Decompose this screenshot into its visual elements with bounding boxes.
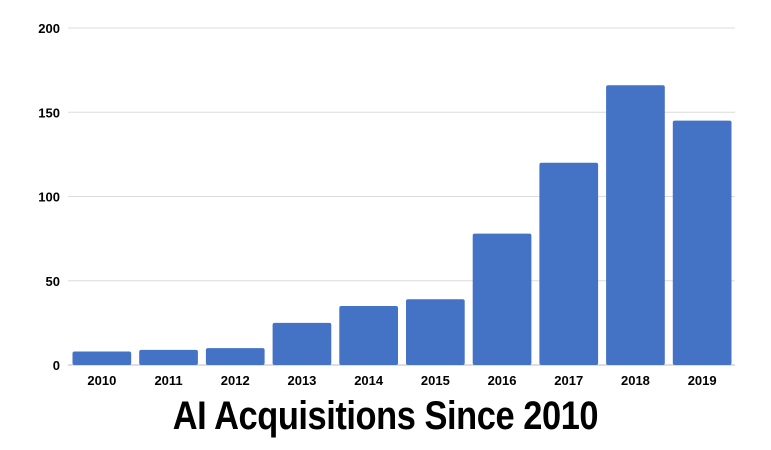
- bar-2014: [339, 306, 398, 365]
- y-tick-label: 100: [38, 190, 60, 205]
- bar-2015: [406, 299, 465, 365]
- bar-2013: [272, 322, 332, 365]
- bar-2011: [139, 349, 198, 365]
- y-tick-label: 0: [53, 358, 60, 373]
- x-tick-label: 2016: [488, 373, 517, 388]
- bar-2012: [205, 348, 265, 365]
- bar-2017: [539, 162, 599, 365]
- x-axis-ticks: 2010 2011 2012 2013 2014 2015 2016 2017 2018 2019: [87, 373, 716, 388]
- bar-2016: [472, 233, 532, 365]
- x-tick-label: 2012: [221, 373, 250, 388]
- bar-2019: [672, 120, 732, 365]
- bar-2010: [72, 351, 132, 365]
- chart-title: AI Acquisitions Since 2010: [172, 394, 599, 438]
- y-axis-ticks: 0 50 100 150 200: [38, 21, 60, 373]
- y-tick-label: 200: [38, 21, 60, 36]
- y-tick-label: 50: [46, 274, 60, 289]
- bar-2018: [606, 85, 665, 365]
- bars: [72, 85, 732, 365]
- x-tick-label: 2017: [554, 373, 583, 388]
- x-tick-label: 2010: [87, 373, 116, 388]
- x-tick-label: 2015: [421, 373, 450, 388]
- x-tick-label: 2014: [354, 373, 384, 388]
- x-tick-label: 2019: [688, 373, 717, 388]
- x-tick-label: 2011: [154, 373, 182, 388]
- y-tick-label: 150: [38, 105, 60, 120]
- x-tick-label: 2018: [621, 373, 650, 388]
- x-tick-label: 2013: [287, 373, 316, 388]
